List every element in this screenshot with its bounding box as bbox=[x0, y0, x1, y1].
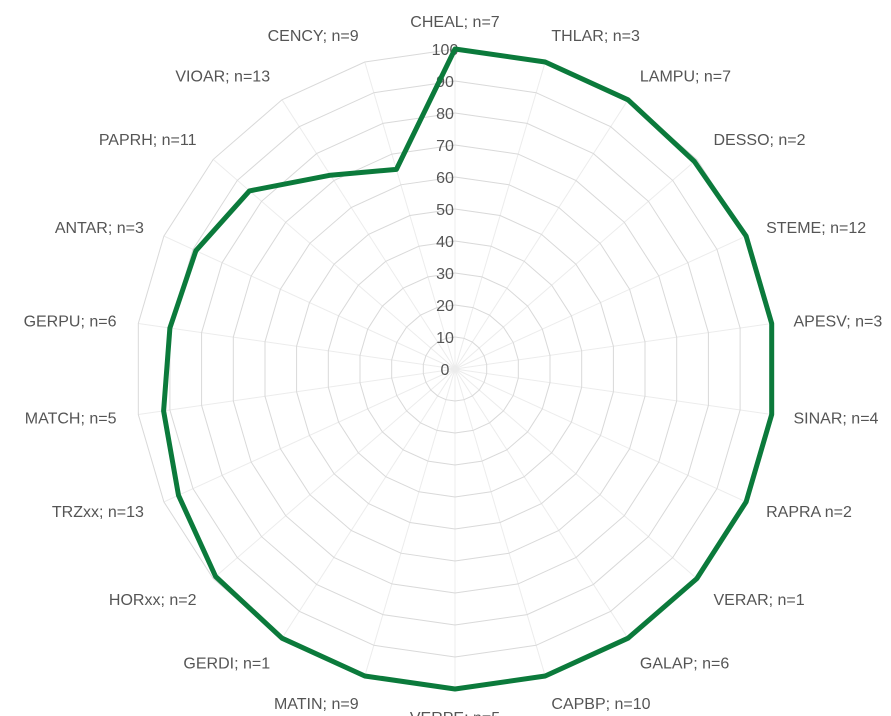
category-label: RAPRA n=2 bbox=[766, 504, 852, 521]
category-label: THLAR; n=3 bbox=[551, 28, 640, 45]
gridline-ring bbox=[359, 272, 551, 466]
gridline-ring bbox=[264, 176, 646, 562]
category-labels: CHEAL; n=7 THLAR; n=3 LAMPU; n=7 DESSO; n=2… bbox=[24, 14, 883, 716]
gridline-ring bbox=[391, 304, 519, 434]
category-label: APESV; n=3 bbox=[794, 313, 883, 330]
category-label: GALAP; n=6 bbox=[640, 656, 729, 673]
gridline-ring bbox=[232, 144, 678, 594]
category-label: HORxx; n=2 bbox=[109, 592, 197, 609]
tick-label: 70 bbox=[436, 138, 454, 155]
tick-label: 30 bbox=[436, 266, 454, 283]
gridline-ring bbox=[201, 112, 709, 626]
category-label: MATCH; n=5 bbox=[25, 411, 117, 428]
category-label: SINAR; n=4 bbox=[794, 411, 879, 428]
category-label: STEME; n=12 bbox=[766, 220, 866, 237]
gridline-ring bbox=[422, 336, 488, 402]
category-label: VERAR; n=1 bbox=[714, 592, 805, 609]
category-label: TRZxx; n=13 bbox=[52, 504, 144, 521]
category-label: VIOAR; n=13 bbox=[175, 68, 270, 85]
tick-label: 40 bbox=[436, 234, 454, 251]
gridline-ring bbox=[327, 240, 583, 498]
category-label: DESSO; n=2 bbox=[714, 132, 806, 149]
grid-layer bbox=[137, 48, 773, 690]
tick-label: 0 bbox=[441, 362, 450, 379]
category-label: CENCY; n=9 bbox=[268, 28, 359, 45]
gridline-ring bbox=[296, 208, 614, 530]
category-label: CHEAL; n=7 bbox=[410, 14, 499, 31]
category-label: CAPBP; n=10 bbox=[551, 696, 650, 713]
tick-label: 60 bbox=[436, 170, 454, 187]
series-polygon bbox=[161, 46, 775, 692]
tick-label: 50 bbox=[436, 202, 454, 219]
category-label: ANTAR; n=3 bbox=[55, 220, 144, 237]
category-label: GERPU; n=6 bbox=[24, 313, 117, 330]
tick-label: 10 bbox=[436, 330, 454, 347]
gridline-ring bbox=[169, 80, 741, 658]
category-label: GERDI; n=1 bbox=[183, 656, 270, 673]
series-layer bbox=[161, 46, 775, 692]
tick-label: 80 bbox=[436, 106, 454, 123]
category-label: MATIN; n=9 bbox=[274, 696, 359, 713]
category-label: PAPRH; n=11 bbox=[99, 132, 197, 149]
category-label: VERPE; n=5 bbox=[410, 710, 500, 716]
tick-label: 20 bbox=[436, 298, 454, 315]
category-label: LAMPU; n=7 bbox=[640, 68, 731, 85]
